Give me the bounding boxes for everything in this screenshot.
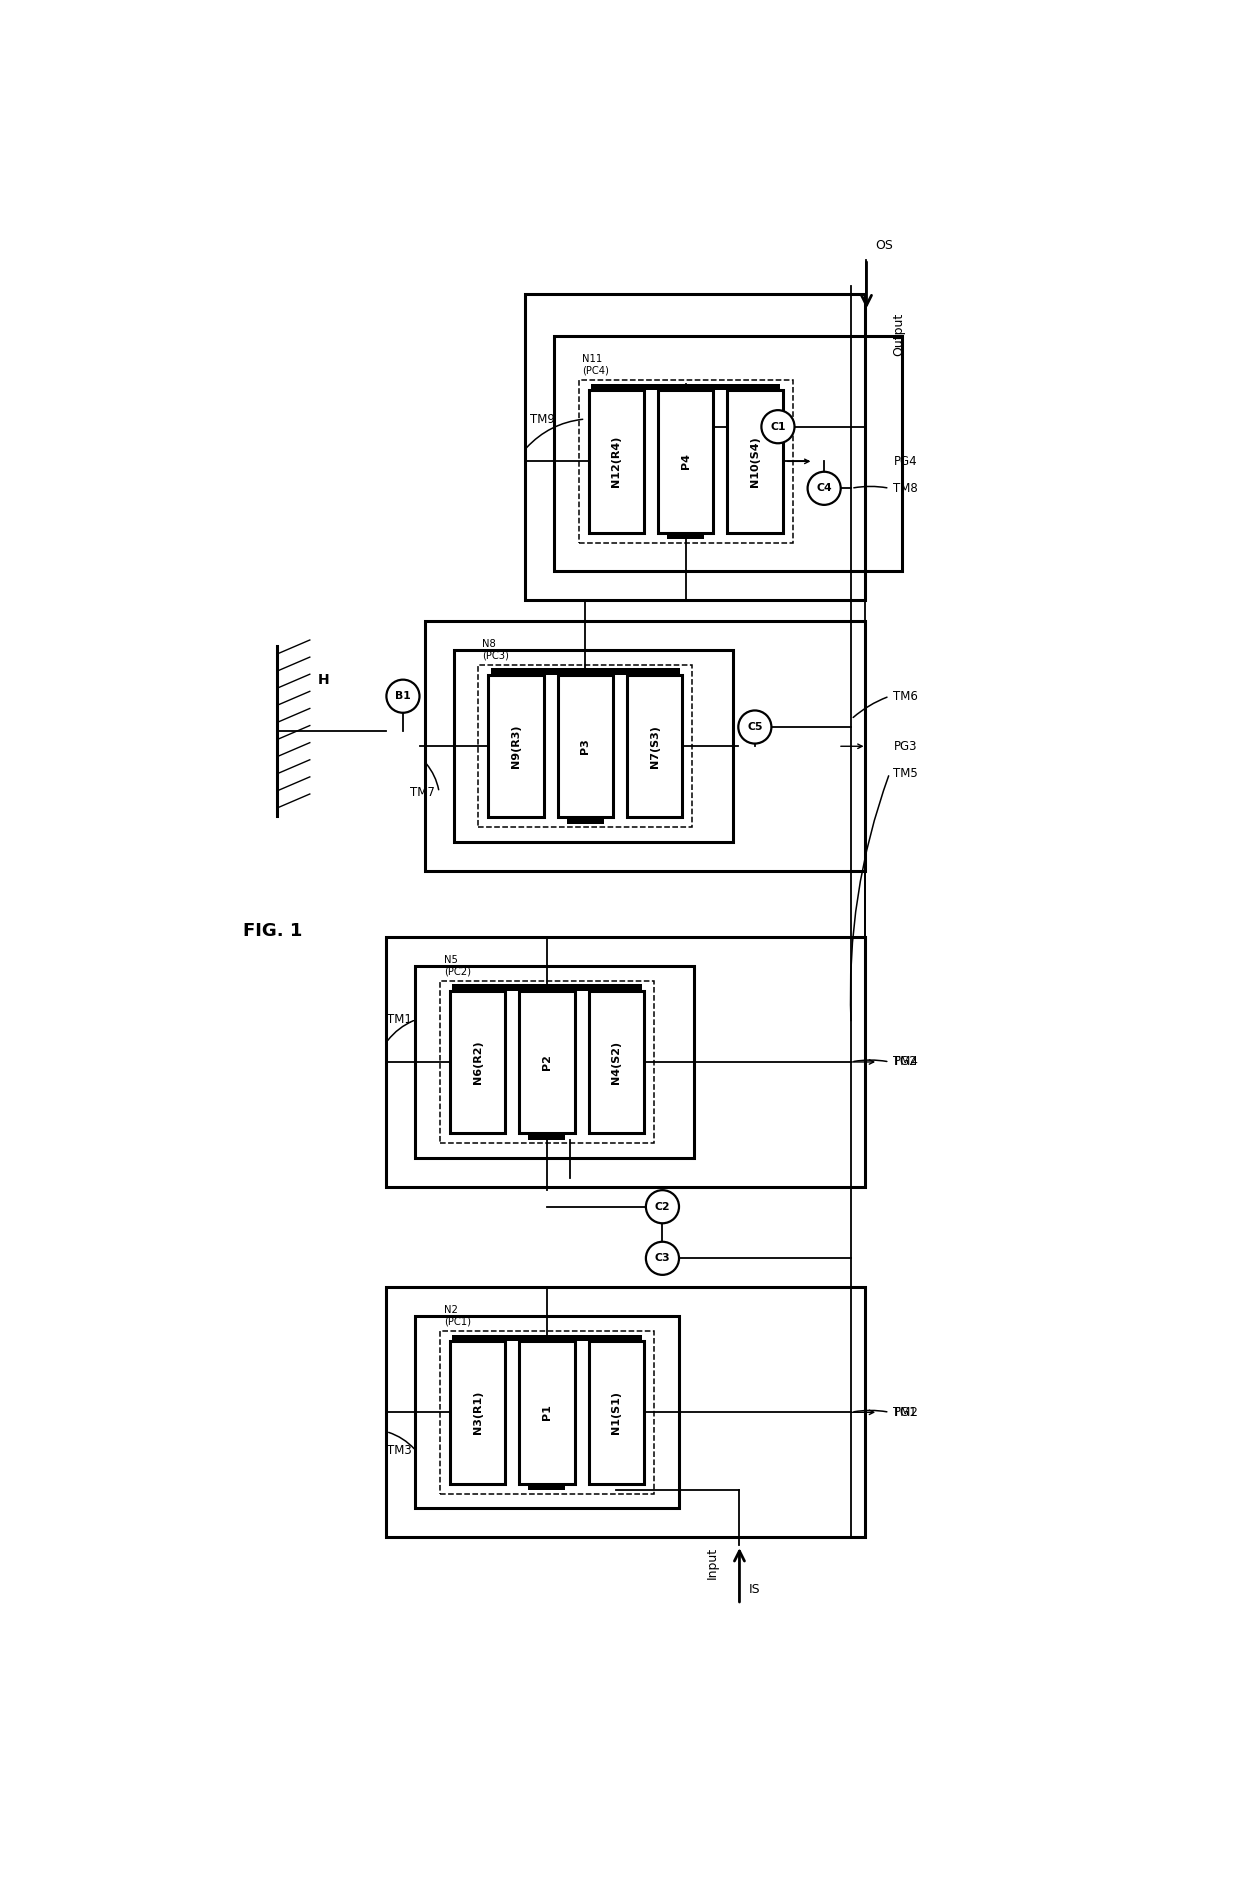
Text: PG3: PG3 <box>894 741 916 752</box>
Text: N9(R3): N9(R3) <box>511 725 521 767</box>
Bar <box>454 650 733 843</box>
Text: TM1: TM1 <box>387 1013 412 1027</box>
Text: C5: C5 <box>746 722 763 731</box>
Bar <box>589 991 644 1133</box>
Circle shape <box>646 1242 680 1275</box>
Text: TM5: TM5 <box>894 767 918 780</box>
Text: N2
(PC1): N2 (PC1) <box>444 1305 471 1326</box>
Bar <box>453 985 641 991</box>
Bar <box>386 1288 866 1538</box>
Text: PG4: PG4 <box>894 455 918 468</box>
Text: N12(R4): N12(R4) <box>611 436 621 487</box>
Bar <box>450 1341 506 1483</box>
Text: C3: C3 <box>655 1254 671 1263</box>
Text: H: H <box>317 672 329 688</box>
Bar <box>590 384 780 390</box>
Bar <box>450 991 506 1133</box>
Text: P1: P1 <box>542 1403 552 1420</box>
Bar <box>579 381 792 542</box>
Text: N4(S2): N4(S2) <box>611 1040 621 1083</box>
Bar <box>520 991 574 1133</box>
Bar <box>554 337 901 572</box>
Text: TM4: TM4 <box>894 1055 919 1068</box>
Bar <box>386 938 866 1188</box>
Text: P2: P2 <box>542 1055 552 1070</box>
Bar <box>525 294 866 600</box>
Text: IS: IS <box>749 1583 760 1597</box>
Circle shape <box>738 710 771 744</box>
Bar <box>558 674 613 818</box>
Bar <box>424 621 866 871</box>
Bar <box>658 390 713 532</box>
Bar <box>727 390 782 532</box>
Bar <box>520 1341 574 1483</box>
Text: FIG. 1: FIG. 1 <box>243 922 303 939</box>
Text: N6(R2): N6(R2) <box>472 1040 482 1083</box>
Text: N1(S1): N1(S1) <box>611 1390 621 1434</box>
Bar <box>528 1483 565 1491</box>
Text: TM6: TM6 <box>894 689 919 703</box>
Text: C1: C1 <box>770 422 786 432</box>
Bar <box>453 1335 641 1341</box>
Text: C2: C2 <box>655 1201 671 1212</box>
Circle shape <box>646 1189 680 1224</box>
Text: Input: Input <box>706 1546 719 1578</box>
Text: OS: OS <box>875 239 894 252</box>
Bar <box>627 674 682 818</box>
Bar <box>489 674 544 818</box>
Text: PG1: PG1 <box>894 1405 918 1419</box>
Text: P3: P3 <box>580 739 590 754</box>
Text: N8
(PC3): N8 (PC3) <box>482 638 510 661</box>
Text: P4: P4 <box>681 453 691 470</box>
Text: N11
(PC4): N11 (PC4) <box>583 354 609 375</box>
Bar <box>440 981 653 1144</box>
Bar <box>589 1341 644 1483</box>
Text: N10(S4): N10(S4) <box>750 436 760 487</box>
Text: C4: C4 <box>816 483 832 492</box>
Bar <box>415 966 694 1157</box>
Circle shape <box>387 680 419 712</box>
Text: N5
(PC2): N5 (PC2) <box>444 955 471 975</box>
Bar <box>667 532 704 540</box>
Circle shape <box>761 411 795 443</box>
Bar <box>528 1133 565 1140</box>
Bar <box>589 390 644 532</box>
Bar <box>440 1331 653 1494</box>
Text: TM8: TM8 <box>894 481 918 494</box>
Bar <box>479 665 692 828</box>
Text: B1: B1 <box>396 691 410 701</box>
Text: TM3: TM3 <box>387 1445 412 1456</box>
Text: N3(R1): N3(R1) <box>472 1390 482 1434</box>
Bar <box>491 669 681 674</box>
Bar <box>567 818 604 824</box>
Text: PG2: PG2 <box>894 1055 918 1068</box>
Text: TM9: TM9 <box>529 413 554 426</box>
Text: TM2: TM2 <box>894 1405 919 1419</box>
Text: Output: Output <box>893 313 905 356</box>
Text: N7(S3): N7(S3) <box>650 725 660 767</box>
Text: TM7: TM7 <box>410 786 435 799</box>
Circle shape <box>807 472 841 506</box>
Bar <box>415 1316 678 1508</box>
